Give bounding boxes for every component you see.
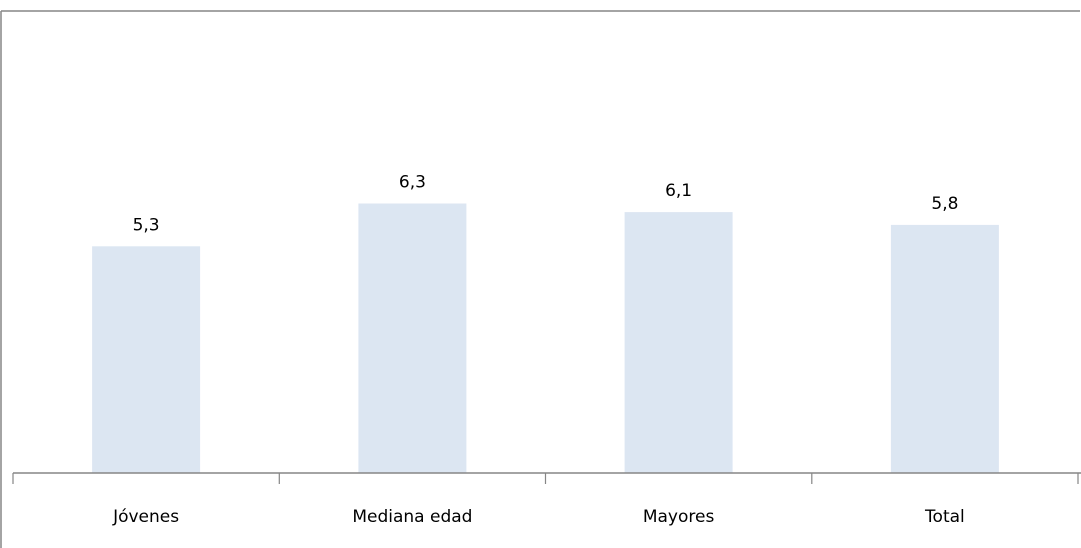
data-label-2: 6,3: [399, 173, 426, 193]
bar-3: [624, 212, 733, 473]
bar-2: [358, 203, 467, 473]
data-label-3: 6,1: [665, 181, 692, 201]
category-label-1: Jóvenes: [112, 507, 179, 527]
data-label-1: 5,3: [133, 215, 160, 235]
category-label-3: Mayores: [643, 507, 715, 527]
bar-1: [92, 246, 201, 473]
data-label-4: 5,8: [931, 194, 958, 214]
bar-4: [890, 224, 999, 473]
category-label-4: Total: [924, 507, 965, 527]
category-label-2: Mediana edad: [352, 507, 472, 527]
